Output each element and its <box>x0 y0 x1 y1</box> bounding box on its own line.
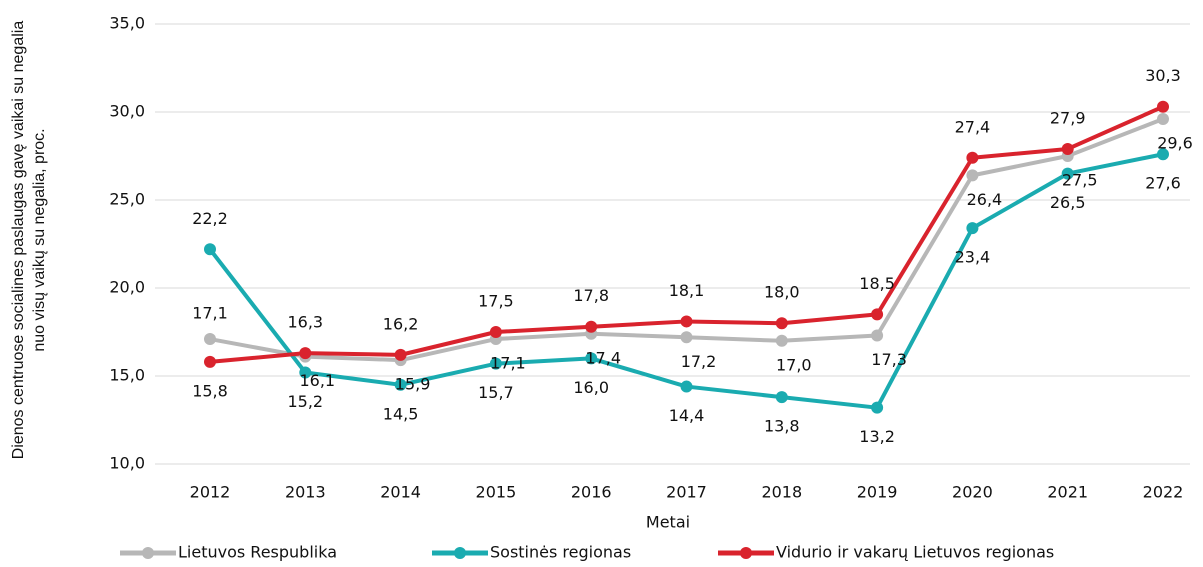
data-point <box>680 315 693 328</box>
data-point <box>966 151 979 164</box>
data-label: 26,5 <box>1050 193 1086 212</box>
data-label: 16,0 <box>573 378 609 397</box>
data-point <box>775 334 788 347</box>
data-label: 30,3 <box>1145 66 1181 85</box>
data-label: 27,4 <box>955 117 991 136</box>
data-point <box>1157 113 1169 126</box>
y-tick-label: 35,0 <box>109 14 145 33</box>
data-label: 16,3 <box>287 313 323 332</box>
data-point <box>966 222 979 235</box>
data-label: 17,8 <box>573 286 609 305</box>
data-point <box>966 169 979 182</box>
data-point <box>204 333 216 346</box>
x-tick-label: 2018 <box>761 483 802 502</box>
x-tick-label: 2014 <box>380 483 421 502</box>
legend-marker <box>454 547 466 559</box>
data-label: 18,0 <box>764 283 800 302</box>
x-tick-label: 2016 <box>571 483 612 502</box>
data-point <box>489 326 502 338</box>
data-label: 17,0 <box>776 355 812 374</box>
data-label: 26,4 <box>967 190 1003 209</box>
legend-label: Lietuvos Respublika <box>178 543 337 562</box>
data-point <box>1157 100 1169 113</box>
data-label: 17,4 <box>585 348 621 367</box>
data-point <box>775 391 788 404</box>
x-tick-label: 2012 <box>190 483 231 502</box>
data-point <box>585 320 598 333</box>
x-tick-label: 2022 <box>1143 483 1184 502</box>
legend-label: Vidurio ir vakarų Lietuvos regionas <box>776 543 1054 562</box>
y-tick-label: 20,0 <box>109 278 145 297</box>
data-point <box>1061 142 1074 155</box>
data-label: 15,7 <box>478 383 514 402</box>
legend-marker <box>142 547 154 559</box>
data-point <box>1061 167 1074 180</box>
data-label: 13,8 <box>764 417 800 436</box>
data-point <box>489 357 502 370</box>
data-point <box>871 401 884 414</box>
data-label: 17,5 <box>478 292 514 311</box>
data-label: 16,2 <box>383 314 419 333</box>
x-tick-label: 2013 <box>285 483 326 502</box>
y-tick-label: 15,0 <box>109 366 145 385</box>
y-tick-label: 25,0 <box>109 190 145 209</box>
data-label: 17,2 <box>681 352 717 371</box>
data-label: 27,6 <box>1145 174 1181 193</box>
data-label: 17,1 <box>490 354 526 373</box>
data-label: 15,2 <box>287 392 323 411</box>
data-label: 18,1 <box>669 281 705 300</box>
data-point <box>394 378 407 391</box>
data-point <box>204 243 216 256</box>
data-label: 15,9 <box>395 375 431 394</box>
data-point <box>680 380 693 393</box>
data-label: 23,4 <box>955 248 991 267</box>
x-tick-label: 2021 <box>1047 483 1088 502</box>
data-label: 16,1 <box>299 371 335 390</box>
data-point <box>299 347 312 360</box>
x-axis-title: Metai <box>646 513 690 532</box>
x-tick-label: 2019 <box>857 483 898 502</box>
y-tick-label: 30,0 <box>109 102 145 121</box>
data-point <box>299 366 312 379</box>
data-point <box>585 352 598 365</box>
data-label: 13,2 <box>859 427 895 446</box>
data-label: 18,5 <box>859 274 895 293</box>
data-label: 15,8 <box>192 381 228 400</box>
data-point <box>204 355 216 368</box>
data-point <box>871 329 884 342</box>
data-label: 17,1 <box>192 304 228 323</box>
data-label: 27,9 <box>1050 108 1086 127</box>
x-tick-label: 2017 <box>666 483 707 502</box>
data-label: 27,5 <box>1062 171 1098 190</box>
data-label: 29,6 <box>1157 134 1193 153</box>
x-tick-label: 2020 <box>952 483 993 502</box>
data-point <box>775 317 788 330</box>
data-point <box>871 308 884 321</box>
data-label: 14,4 <box>669 406 705 425</box>
data-point <box>1157 148 1169 161</box>
legend-marker <box>740 547 752 559</box>
data-point <box>394 348 407 361</box>
data-point <box>680 331 693 344</box>
y-tick-label: 10,0 <box>109 454 145 473</box>
x-tick-label: 2015 <box>476 483 517 502</box>
legend-label: Sostinės regionas <box>490 543 631 562</box>
data-label: 17,3 <box>871 350 907 369</box>
data-label: 14,5 <box>383 404 419 423</box>
data-label: 22,2 <box>192 209 228 228</box>
